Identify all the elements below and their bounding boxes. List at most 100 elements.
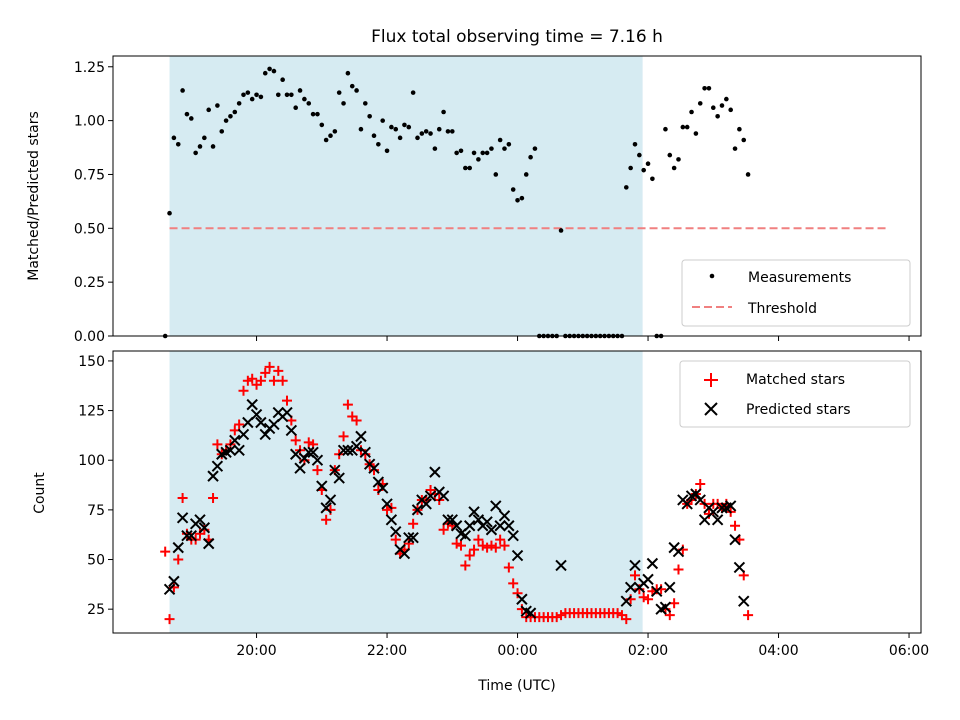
measurement-point <box>397 135 403 141</box>
matched-star-point <box>499 540 510 551</box>
measurement-point <box>310 111 316 117</box>
matched-star-point <box>277 375 288 386</box>
measurement-point <box>671 165 677 171</box>
measurement-point <box>262 70 268 76</box>
bottom-x-tick-label: 20:00 <box>236 643 276 659</box>
measurement-point <box>175 142 181 147</box>
matched-star-point <box>495 534 506 545</box>
matched-star-point <box>351 415 362 426</box>
measurement-point <box>628 165 633 171</box>
matched-star-point <box>460 560 471 571</box>
measurement-point <box>528 154 533 160</box>
predicted-star-point <box>738 595 750 607</box>
measurement-point <box>241 92 246 98</box>
measurement-point <box>510 187 516 192</box>
predicted-star-point <box>207 470 219 482</box>
bottom-x-tick-label: 22:00 <box>367 643 407 659</box>
predicted-star-point <box>359 446 372 458</box>
measurement-point <box>210 144 216 149</box>
top-y-tick-label: 1.00 <box>74 114 105 130</box>
measurement-point <box>471 150 477 156</box>
measurement-point <box>728 107 733 113</box>
predicted-star-point <box>463 520 476 532</box>
predicted-star-point <box>403 531 415 544</box>
measurement-point <box>645 161 651 166</box>
matched-star-point <box>342 399 353 410</box>
measurement-point <box>724 96 729 102</box>
predicted-star-point <box>659 601 672 613</box>
measurement-point <box>406 124 412 130</box>
measurement-point <box>689 109 694 115</box>
predicted-star-point <box>316 480 328 492</box>
matched-star-point <box>164 614 175 625</box>
legend-predicted-marker <box>704 402 718 416</box>
matched-star-point <box>643 594 654 605</box>
predicted-star-point <box>711 514 724 526</box>
measurement-point <box>219 129 225 134</box>
predicted-star-point <box>503 520 515 532</box>
matched-star-point <box>312 465 323 476</box>
matched-star-point <box>464 550 475 561</box>
measurement-point <box>532 146 538 151</box>
measurement-point <box>180 88 185 93</box>
matched-star-point <box>303 437 314 448</box>
matched-star-point <box>408 518 419 529</box>
measurement-point <box>258 94 264 100</box>
measurement-point <box>236 101 242 106</box>
measurement-point <box>245 90 251 95</box>
measurement-point <box>684 124 690 130</box>
bottom-y-tick-label: 150 <box>78 354 105 370</box>
matched-star-point <box>612 608 623 619</box>
legend-measurements-label: Measurements <box>748 270 851 286</box>
predicted-star-point <box>355 430 367 443</box>
measurement-point <box>632 142 638 147</box>
predicted-star-point <box>442 514 454 526</box>
bottom-legend: Matched stars Predicted stars <box>679 360 911 428</box>
predicted-star-point <box>329 464 341 476</box>
bottom-y-ticks: 25 50 75 100 125 150 <box>78 354 113 618</box>
matched-star-point <box>234 419 245 430</box>
measurement-point <box>367 114 372 119</box>
legend-predicted-label: Predicted stars <box>746 402 851 418</box>
predicted-star-point <box>485 524 498 536</box>
predicted-star-point <box>289 448 302 460</box>
predicted-star-point <box>246 398 258 411</box>
predicted-star-point <box>672 545 685 558</box>
measurement-point <box>402 122 407 128</box>
predicted-star-point <box>407 531 419 544</box>
predicted-star-point <box>624 581 637 594</box>
matched-star-point <box>482 542 493 553</box>
predicted-star-point <box>281 406 293 419</box>
measurement-point <box>702 86 707 91</box>
measurement-point <box>293 105 298 110</box>
measurement-point <box>315 111 320 117</box>
measurement-point <box>197 144 203 149</box>
predicted-star-point <box>194 514 206 526</box>
matched-star-point <box>638 592 649 603</box>
measurement-point <box>167 210 172 216</box>
bottom-y-tick-label: 50 <box>87 553 105 569</box>
predicted-star-point <box>342 444 354 457</box>
matched-star-point <box>730 520 741 531</box>
measurement-point <box>676 157 681 162</box>
predicted-star-point <box>390 526 402 538</box>
measurement-point <box>637 152 642 158</box>
measurement-point <box>371 133 377 138</box>
predicted-star-point <box>285 424 298 437</box>
measurement-point <box>623 185 629 190</box>
measurement-point <box>680 124 686 130</box>
measurement-point <box>349 83 355 89</box>
matched-star-point <box>321 514 332 525</box>
measurement-point <box>506 142 512 147</box>
predicted-star-point <box>202 537 215 550</box>
top-shaded-span <box>169 56 643 336</box>
predicted-star-point <box>385 514 398 526</box>
predicted-star-point <box>233 444 245 457</box>
predicted-star-point <box>733 561 746 574</box>
measurement-point <box>275 92 281 98</box>
measurement-point <box>171 135 177 141</box>
measurement-point <box>428 131 433 136</box>
matched-star-point <box>273 365 284 376</box>
measurement-point <box>206 107 211 113</box>
